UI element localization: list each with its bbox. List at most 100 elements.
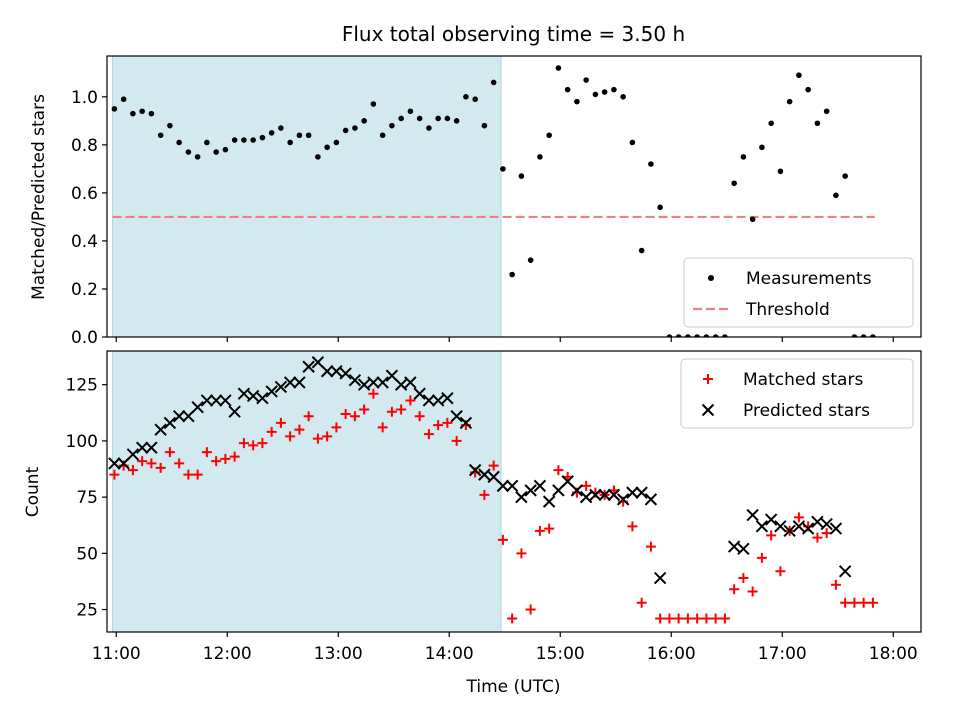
matched-star-point — [840, 597, 851, 608]
y-tick-label: 50 — [76, 544, 98, 564]
matched-star-point — [137, 456, 148, 467]
measurement-point — [389, 122, 395, 129]
measurement-point — [722, 334, 728, 337]
matched-star-point — [396, 404, 407, 415]
predicted-star-point — [653, 571, 667, 585]
legend-marker — [703, 374, 713, 384]
measurement-point — [453, 118, 460, 124]
measurement-point — [833, 192, 839, 199]
matched-star-point — [655, 613, 666, 624]
predicted-star-point — [339, 367, 352, 380]
predicted-star-point — [404, 376, 417, 389]
measurement-point — [611, 86, 617, 93]
predicted-star-point — [348, 374, 362, 387]
measurement-point — [564, 86, 571, 93]
predicted-star-point — [145, 441, 158, 454]
measurement-point — [592, 91, 599, 98]
y-tick-label: 0.2 — [71, 280, 98, 300]
y-tick-label: 125 — [66, 376, 98, 396]
x-axis-label: Time (UTC) — [466, 677, 561, 697]
predicted-star-point — [256, 392, 269, 405]
predicted-star-point — [820, 517, 833, 531]
shaded-region — [112, 55, 502, 338]
predicted-star-point — [135, 441, 149, 454]
predicted-star-point — [755, 520, 769, 533]
x-tick-label: 15:00 — [536, 644, 585, 664]
measurement-point — [250, 137, 256, 143]
predicted-star-point — [209, 394, 223, 407]
measurement-point — [860, 334, 867, 337]
measurement-point — [222, 146, 229, 153]
measurement-point — [361, 118, 367, 124]
bottom-y-axis-label: Count — [23, 466, 43, 517]
legend-label: Threshold — [745, 300, 830, 320]
predicted-star-point — [330, 365, 343, 378]
measurement-point — [527, 257, 534, 263]
x-tick-label: 14:00 — [425, 644, 474, 664]
matched-star-point — [636, 597, 647, 608]
predicted-star-point — [626, 486, 639, 499]
matched-star-point — [127, 465, 138, 476]
predicted-star-point — [589, 488, 602, 502]
measurement-point — [185, 149, 192, 155]
predicted-star-point — [811, 515, 824, 529]
predicted-star-point — [413, 387, 426, 400]
matched-star-point — [497, 534, 508, 545]
measurement-point — [463, 94, 469, 100]
x-tick-label: 18:00 — [869, 644, 918, 664]
legend-label: Measurements — [746, 269, 872, 289]
measurement-point — [352, 125, 358, 131]
x-tick-label: 11:00 — [92, 644, 141, 664]
matched-star-point — [673, 613, 684, 624]
measurement-point — [472, 96, 478, 103]
measurement-point — [231, 137, 238, 143]
measurement-point — [333, 139, 340, 146]
predicted-star-point — [644, 493, 658, 506]
measurement-point — [740, 154, 747, 160]
predicted-star-point — [579, 490, 593, 504]
predicted-star-point — [163, 416, 177, 430]
legend-marker — [701, 403, 715, 417]
measurement-point — [259, 134, 266, 141]
matched-star-point — [793, 512, 804, 523]
predicted-star-point — [246, 389, 260, 403]
y-tick-label: 100 — [66, 432, 98, 452]
matched-star-point — [155, 462, 166, 473]
predicted-star-point — [265, 385, 278, 398]
measurement-point — [648, 161, 654, 167]
predicted-star-point — [320, 365, 334, 378]
predicted-star-point — [293, 376, 306, 389]
predicted-star-point — [450, 409, 463, 423]
measurement-point — [305, 132, 312, 139]
matched-star-point — [544, 523, 555, 534]
matched-star-point — [867, 597, 878, 608]
measurement-point — [675, 334, 682, 337]
predicted-star-point — [367, 376, 380, 389]
measurement-point — [574, 98, 580, 105]
measurement-point — [370, 101, 377, 107]
predicted-star-point — [746, 508, 759, 522]
points — [111, 65, 876, 337]
matched-star-point — [349, 411, 360, 422]
predicted-star-point — [468, 463, 482, 477]
predicted-star-point — [172, 409, 186, 423]
measurement-point — [786, 98, 793, 105]
measurement-point — [583, 77, 589, 83]
measurement-point — [555, 65, 562, 71]
x-tick-label: 17:00 — [758, 644, 807, 664]
matched-star-point — [294, 424, 305, 435]
measurement-point — [731, 180, 737, 187]
measurement-point — [685, 334, 691, 337]
predicted-star-point — [792, 520, 806, 533]
matched-star-point — [627, 521, 638, 532]
matched-star-point — [830, 579, 841, 590]
matched-star-point — [377, 422, 388, 433]
matched-star-point — [729, 584, 740, 595]
measurement-point — [777, 168, 784, 175]
y-tick-label: 0.4 — [71, 232, 98, 252]
measurement-point — [379, 132, 386, 139]
measurement-point — [130, 110, 136, 117]
measurement-point — [518, 173, 525, 179]
matched-star-point — [664, 613, 675, 624]
measurement-point — [638, 247, 645, 254]
